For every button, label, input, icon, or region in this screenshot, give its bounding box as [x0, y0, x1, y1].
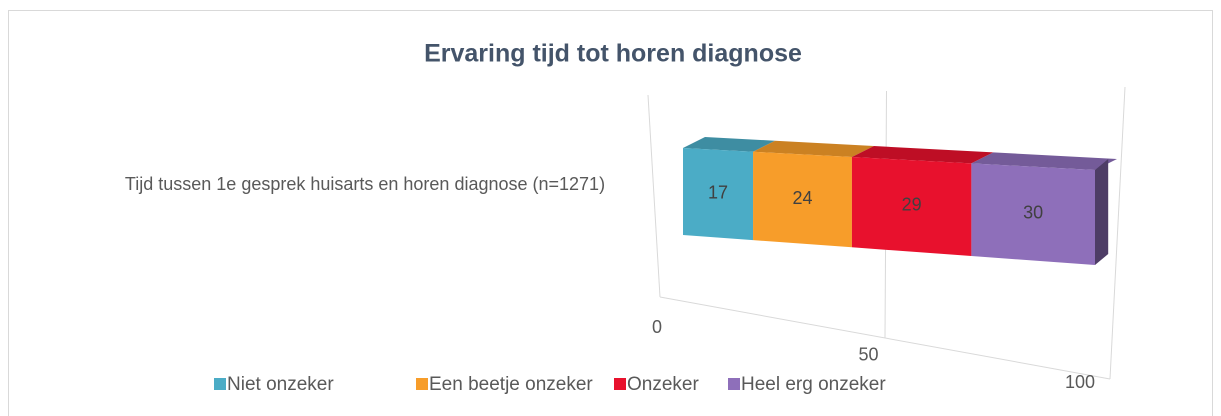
x-tick-label: 100 — [1065, 372, 1095, 392]
bar-top — [753, 140, 874, 158]
data-label: 29 — [902, 195, 922, 215]
legend-label: Onzeker — [627, 374, 699, 395]
bar-segment — [971, 163, 1095, 265]
category-label: Tijd tussen 1e gesprek huisarts en horen… — [124, 174, 606, 194]
bar-side — [1095, 159, 1109, 265]
data-label: 24 — [792, 188, 812, 208]
legend-swatch — [614, 378, 626, 390]
data-label: 17 — [708, 182, 728, 202]
bar-segment — [683, 148, 754, 241]
legend-swatch — [214, 378, 226, 390]
data-label: 30 — [1023, 202, 1043, 222]
legend-label: Een beetje onzeker — [429, 374, 593, 395]
bar-top — [683, 137, 776, 152]
bar-segment — [753, 151, 852, 248]
chart-title: Ervaring tijd tot horen diagnose — [424, 40, 802, 68]
grid-line — [647, 94, 661, 298]
legend-label: Niet onzeker — [227, 374, 334, 395]
legend-swatch — [416, 378, 428, 390]
chart-border — [8, 10, 1213, 416]
bar-top — [851, 146, 994, 164]
bar-top — [971, 152, 1117, 170]
grid-line — [1109, 86, 1126, 380]
legend-label: Heel erg onzeker — [741, 374, 886, 395]
x-tick-label: 50 — [858, 344, 878, 364]
x-tick-label: 0 — [652, 317, 662, 337]
legend-swatch — [728, 378, 740, 390]
bar-segment — [851, 157, 972, 256]
axis-floor — [659, 296, 1111, 380]
